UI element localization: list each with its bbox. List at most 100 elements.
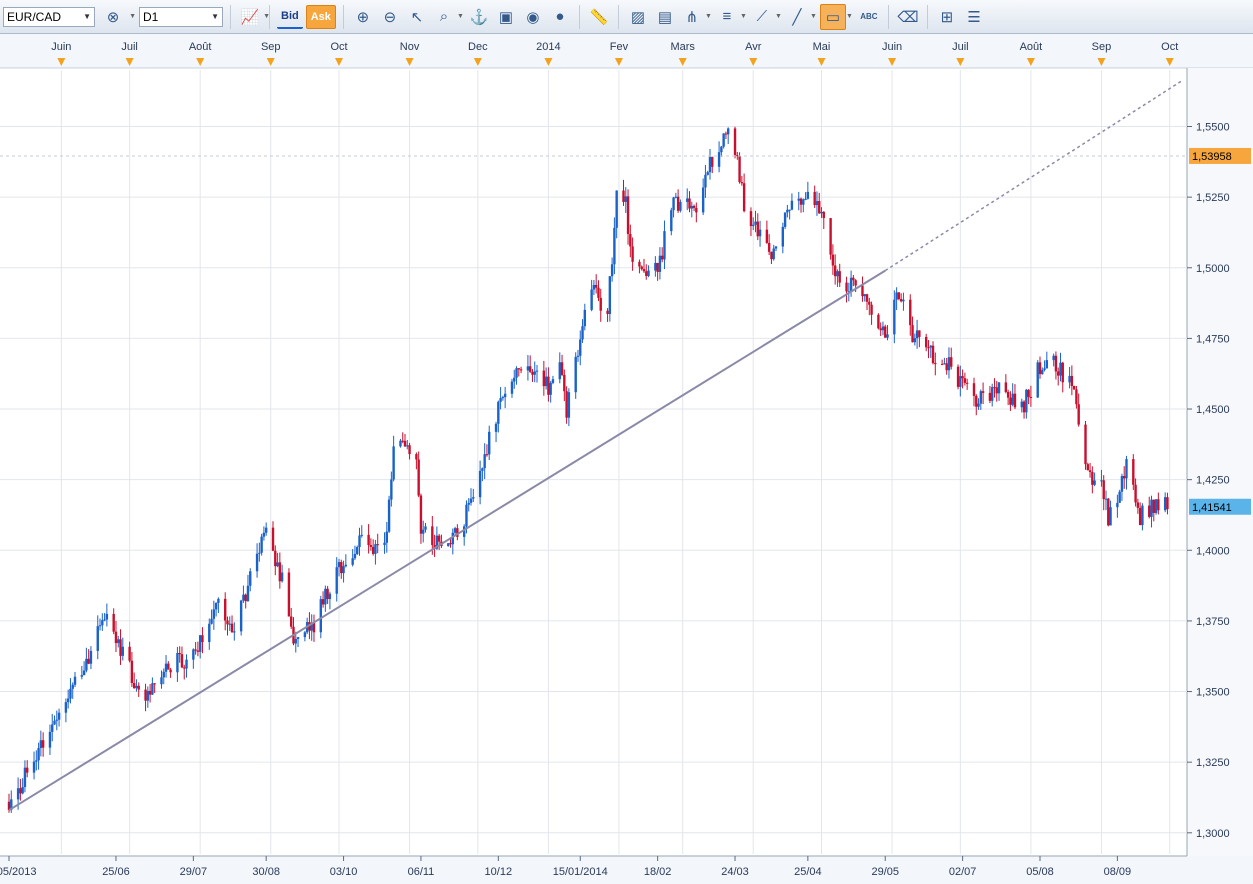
candle-up bbox=[558, 362, 561, 380]
month-marker-icon[interactable] bbox=[956, 58, 965, 66]
month-marker-icon[interactable] bbox=[544, 58, 553, 66]
link-icon[interactable]: ⊗ ▼ bbox=[106, 8, 136, 26]
print-icon[interactable]: ▤ bbox=[657, 8, 673, 26]
chart-type-icon[interactable]: 📈 ▼ bbox=[240, 8, 270, 26]
eraser-icon[interactable]: ⌫ bbox=[897, 8, 919, 26]
trendline[interactable] bbox=[8, 269, 886, 812]
ruler-icon[interactable]: 📏 bbox=[589, 8, 609, 26]
cursor-icon[interactable]: ↖ bbox=[410, 8, 424, 26]
month-marker-icon[interactable] bbox=[817, 58, 826, 66]
candle-down bbox=[599, 297, 602, 311]
symbol-select[interactable]: EUR/CAD ▼ bbox=[3, 6, 95, 27]
month-marker-icon[interactable] bbox=[1097, 58, 1106, 66]
month-marker-icon[interactable] bbox=[888, 58, 897, 66]
candle-down bbox=[884, 326, 887, 338]
candle-down bbox=[688, 198, 691, 209]
candle-up bbox=[335, 567, 338, 594]
menu-icon[interactable]: ☰ bbox=[967, 8, 981, 26]
bid-button[interactable]: Bid bbox=[277, 5, 303, 29]
candle-up bbox=[902, 299, 905, 302]
candle-up bbox=[690, 205, 693, 209]
lines-icon[interactable]: ≡ ▼ bbox=[722, 8, 747, 25]
month-marker-icon[interactable] bbox=[749, 58, 758, 66]
month-marker-icon[interactable] bbox=[335, 58, 344, 66]
picture-icon[interactable]: ▨ bbox=[630, 8, 646, 26]
template-icon[interactable]: ▣ bbox=[498, 8, 514, 26]
draw-icon[interactable]: ⟋ ▼ bbox=[756, 8, 782, 25]
candle-down bbox=[1102, 480, 1105, 500]
candle-up bbox=[462, 526, 466, 537]
month-marker-icon[interactable] bbox=[266, 58, 275, 66]
month-label: Juin bbox=[51, 41, 71, 53]
candle-down bbox=[838, 271, 841, 283]
price-chart[interactable]: Juin Juil Août Sep Oct Nov Dec 2014 Fev Mars Avr Ma… bbox=[0, 34, 1253, 884]
zoom-in-icon[interactable]: ⊕ bbox=[356, 8, 370, 26]
candle-up bbox=[210, 618, 213, 624]
candle-up bbox=[264, 527, 268, 533]
month-marker-icon[interactable] bbox=[405, 58, 414, 66]
pitchfork-icon[interactable]: ⋔ ▼ bbox=[685, 8, 712, 26]
month-marker-icon[interactable] bbox=[678, 58, 687, 66]
month-marker-icon[interactable] bbox=[57, 58, 66, 66]
rectangle-icon[interactable]: ▭ ▼ bbox=[819, 3, 853, 30]
globe-icon[interactable]: ● bbox=[555, 8, 565, 25]
candle-down bbox=[1054, 355, 1058, 372]
hierarchy-icon[interactable]: ⊞ bbox=[940, 8, 954, 26]
indicator-icon[interactable]: ⚓ bbox=[469, 8, 489, 26]
month-marker-icon[interactable] bbox=[1165, 58, 1174, 66]
candle-down bbox=[417, 459, 420, 496]
candle-down bbox=[740, 182, 744, 184]
chevron-down-icon: ▼ bbox=[83, 12, 91, 21]
candle-up bbox=[80, 675, 84, 677]
timeframe-select[interactable]: D1 ▼ bbox=[139, 6, 223, 27]
text-icon[interactable]: ABC bbox=[860, 12, 878, 21]
eye-icon[interactable]: ◉ bbox=[526, 8, 540, 26]
candle-up bbox=[1150, 499, 1153, 517]
candle-up bbox=[98, 625, 102, 627]
candle-down bbox=[274, 550, 277, 567]
candle-up bbox=[233, 631, 236, 633]
toolbar-divider bbox=[617, 4, 619, 29]
candle-down bbox=[622, 190, 625, 202]
candle-up bbox=[815, 201, 819, 206]
candle-up bbox=[453, 528, 457, 533]
candle-up bbox=[722, 133, 725, 147]
candle-up bbox=[342, 566, 345, 574]
candle-down bbox=[1061, 362, 1064, 383]
price-tick-label: 1,3000 bbox=[1196, 828, 1230, 840]
pen-icon[interactable]: ╱ ▼ bbox=[792, 8, 817, 26]
candle-up bbox=[117, 639, 120, 644]
date-tick-label: 05/08 bbox=[1026, 866, 1054, 878]
ask-button[interactable]: Ask bbox=[305, 4, 336, 29]
candle-up bbox=[774, 246, 778, 249]
candle-down bbox=[419, 495, 423, 534]
candle-down bbox=[981, 391, 985, 393]
candle-up bbox=[494, 423, 498, 432]
candle-up bbox=[501, 397, 505, 399]
candle-up bbox=[422, 529, 425, 534]
candle-up bbox=[893, 299, 896, 335]
candle-up bbox=[66, 698, 70, 703]
candle-up bbox=[1025, 389, 1028, 413]
zoom-out-icon[interactable]: ⊖ bbox=[383, 8, 397, 26]
candle-down bbox=[899, 299, 903, 302]
candle-down bbox=[1152, 499, 1155, 513]
month-marker-icon[interactable] bbox=[614, 58, 623, 66]
month-marker-icon[interactable] bbox=[1026, 58, 1035, 66]
candle-up bbox=[71, 684, 74, 689]
timeframe-value: D1 bbox=[143, 9, 159, 24]
month-marker-icon[interactable] bbox=[125, 58, 134, 66]
month-marker-icon[interactable] bbox=[196, 58, 205, 66]
candle-down bbox=[909, 299, 912, 326]
candle-up bbox=[1141, 505, 1144, 526]
candle-up bbox=[515, 368, 518, 378]
zoom-icon[interactable]: ⌕ ▼ bbox=[439, 8, 464, 25]
trendline-extension[interactable] bbox=[884, 80, 1182, 272]
month-marker-icon[interactable] bbox=[473, 58, 482, 66]
candle-down bbox=[597, 287, 600, 298]
month-label: Dec bbox=[468, 41, 488, 53]
candle-down bbox=[813, 191, 816, 206]
candle-up bbox=[581, 326, 584, 340]
candle-up bbox=[69, 688, 72, 699]
candle-up bbox=[387, 499, 391, 532]
